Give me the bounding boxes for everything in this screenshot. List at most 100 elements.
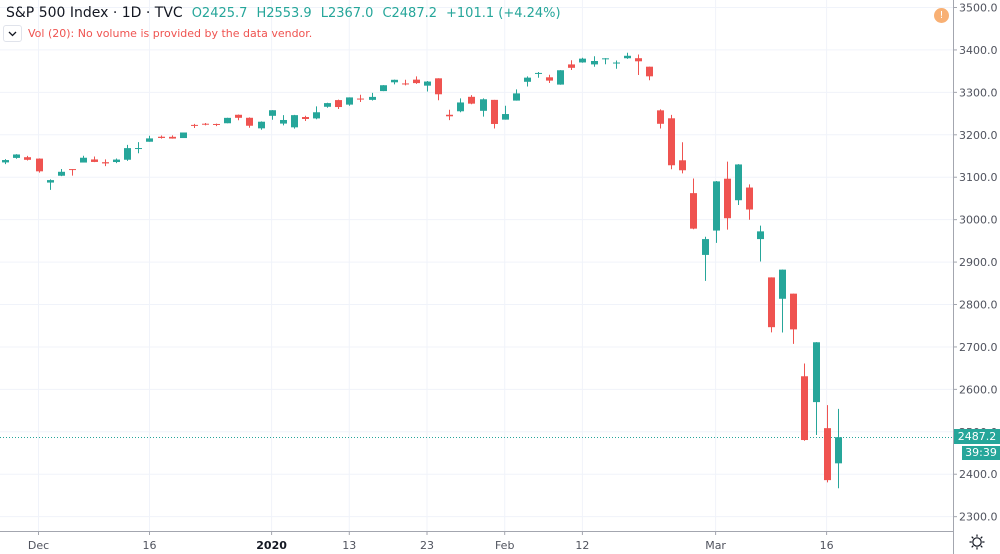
candle-body (690, 193, 697, 229)
time-axis-label: 16 (820, 539, 834, 552)
candle-body (313, 112, 320, 119)
candle (735, 164, 742, 206)
candle (124, 144, 131, 161)
candle (713, 181, 720, 243)
candle (768, 277, 775, 333)
candle-body (91, 159, 98, 162)
exclamation-circle-icon[interactable]: ! (934, 8, 949, 23)
price-axis-label: 3100.0 (959, 171, 998, 184)
candle (224, 117, 231, 124)
candle-body (402, 83, 409, 85)
price-axis-label: 3400.0 (959, 44, 998, 57)
candle-body (346, 97, 353, 105)
candle-body (235, 114, 242, 118)
time-axis-label: 13 (342, 539, 356, 552)
candle (657, 109, 664, 129)
price-axis-label: 2600.0 (959, 383, 998, 396)
candle (635, 54, 642, 75)
candle (424, 80, 431, 92)
change-value: +101.1 (+4.24%) (446, 6, 561, 21)
candle-body (468, 96, 475, 104)
candle (246, 117, 253, 128)
candle-body (702, 239, 709, 255)
candle (258, 121, 265, 130)
candle (47, 179, 54, 190)
candle-body (535, 72, 542, 74)
current-price-label: 2487.2 (954, 429, 1000, 444)
candle (135, 142, 142, 154)
candle (491, 99, 498, 129)
price-axis-label: 2700.0 (959, 341, 998, 354)
candle (724, 161, 731, 230)
candle (346, 97, 353, 106)
candle (446, 109, 453, 121)
candle (513, 89, 520, 101)
candle (435, 78, 442, 101)
candle-body (757, 231, 764, 240)
price-axis-label: 2400.0 (959, 468, 998, 481)
chevron-down-icon (8, 31, 17, 36)
candle (480, 98, 487, 117)
gear-icon[interactable] (968, 533, 986, 551)
candle-body (124, 148, 131, 160)
candle-body (258, 121, 265, 129)
candle (113, 158, 120, 164)
time-axis-label: Dec (28, 539, 49, 552)
candle-body (324, 103, 331, 107)
candle-body (102, 162, 109, 164)
time-axis-label: 12 (575, 539, 589, 552)
candle (835, 408, 842, 489)
time-axis-label: Feb (495, 539, 514, 552)
symbol-title[interactable]: S&P 500 Index · 1D · TVC (6, 5, 183, 21)
candle (335, 99, 342, 109)
candle-body (413, 79, 420, 84)
time-axis-label: 2020 (256, 539, 287, 552)
candle-body (80, 157, 87, 163)
candle (557, 70, 564, 85)
candle-body (291, 115, 298, 128)
candle-body (169, 136, 176, 139)
candle (546, 74, 553, 83)
candle-series (2, 52, 842, 489)
candle (613, 60, 620, 69)
time-axis-label: Mar (705, 539, 726, 552)
candle-body (524, 77, 531, 82)
price-axis-label: 3000.0 (959, 214, 998, 227)
price-axis-label: 3200.0 (959, 129, 998, 142)
candle (757, 225, 764, 262)
candle (801, 363, 808, 441)
volume-indicator-message: Vol (20): No volume is provided by the d… (28, 27, 313, 40)
candle-body (657, 110, 664, 124)
candle-body (47, 180, 54, 183)
candle-body (813, 342, 820, 403)
symbol-legend[interactable]: S&P 500 Index · 1D · TVC O2425.7 H2553.9… (6, 5, 561, 21)
candle-body (13, 154, 20, 158)
candle (213, 123, 220, 127)
candle (579, 57, 586, 63)
candle-body (635, 58, 642, 62)
candle-body (357, 98, 364, 100)
candle (813, 342, 820, 436)
candle-body (191, 124, 198, 126)
candle (824, 405, 831, 483)
candle-body (335, 100, 342, 108)
low-value: L2367.0 (320, 6, 374, 21)
price-axis-label: 2900.0 (959, 256, 998, 269)
candle (13, 154, 20, 159)
candle (80, 155, 87, 163)
candle-body (546, 77, 553, 81)
candle-body (146, 138, 153, 142)
candle-body (768, 277, 775, 328)
candle (302, 115, 309, 122)
candle-body (36, 158, 43, 172)
candle (36, 158, 43, 173)
candle (180, 132, 187, 139)
candle-body (369, 96, 376, 100)
candle (313, 106, 320, 120)
candle-body (180, 132, 187, 139)
price-axis-label: 3500.0 (959, 2, 998, 15)
collapse-indicator-button[interactable] (3, 25, 22, 42)
price-axis-label: 2800.0 (959, 299, 998, 312)
